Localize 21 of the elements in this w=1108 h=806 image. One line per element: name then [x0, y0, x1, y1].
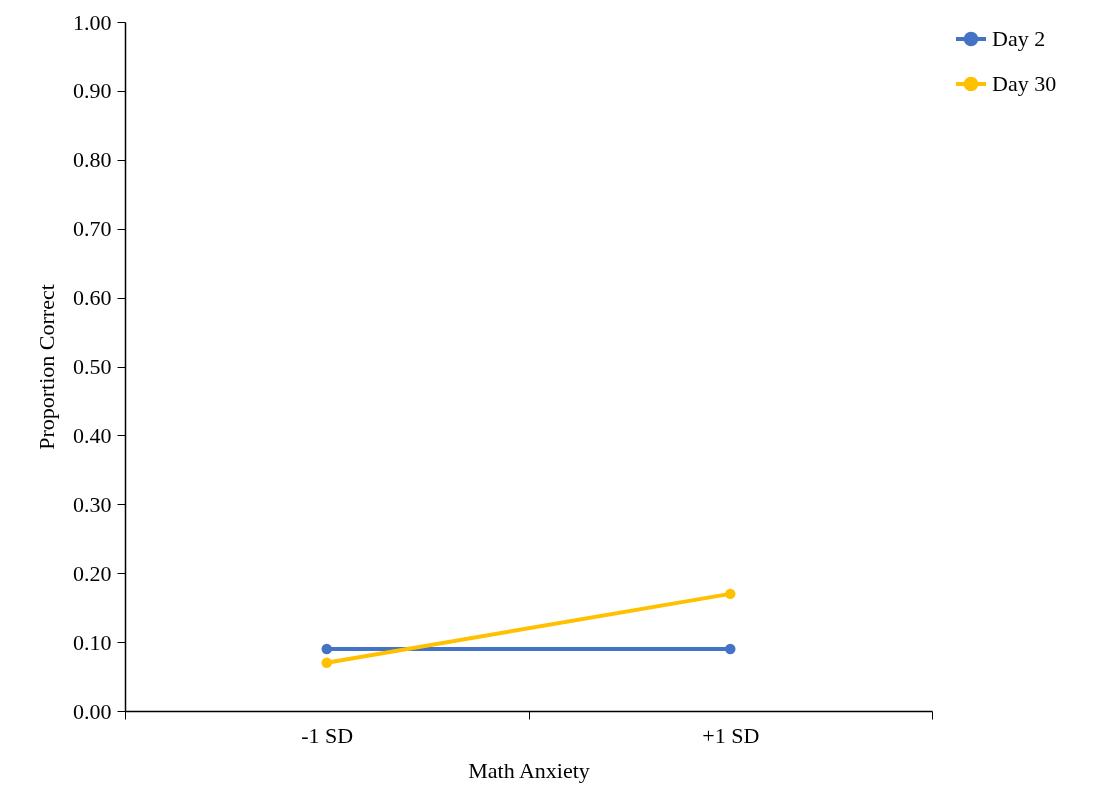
point: [321, 643, 332, 655]
y-tick-label: 0.90: [73, 78, 112, 104]
y-tick-label: 0.40: [73, 422, 112, 448]
y-tick-label: 0.50: [73, 354, 112, 379]
y-tick-label: 0.70: [73, 216, 112, 242]
point: [725, 588, 736, 600]
y-tick-label: 0.30: [73, 491, 112, 517]
y-tick-label: 0.00: [73, 698, 112, 724]
x-axis-title: Math Anxiety: [468, 757, 590, 783]
y-tick-label: 1.00: [73, 9, 112, 35]
point: [321, 657, 332, 668]
x-tick-label: +1 SD: [702, 722, 760, 748]
legend-label: Day 2: [992, 26, 1046, 51]
legend-label: Day 30: [992, 71, 1057, 96]
y-tick-label: 0.60: [73, 285, 112, 311]
y-tick-label: 0.10: [73, 629, 112, 655]
y-tick-label: 0.20: [73, 560, 112, 586]
y-axis-title: Proportion Correct: [34, 284, 59, 450]
point: [725, 643, 736, 655]
x-tick-label: -1 SD: [301, 722, 354, 748]
y-tick-label: 0.80: [73, 147, 112, 173]
